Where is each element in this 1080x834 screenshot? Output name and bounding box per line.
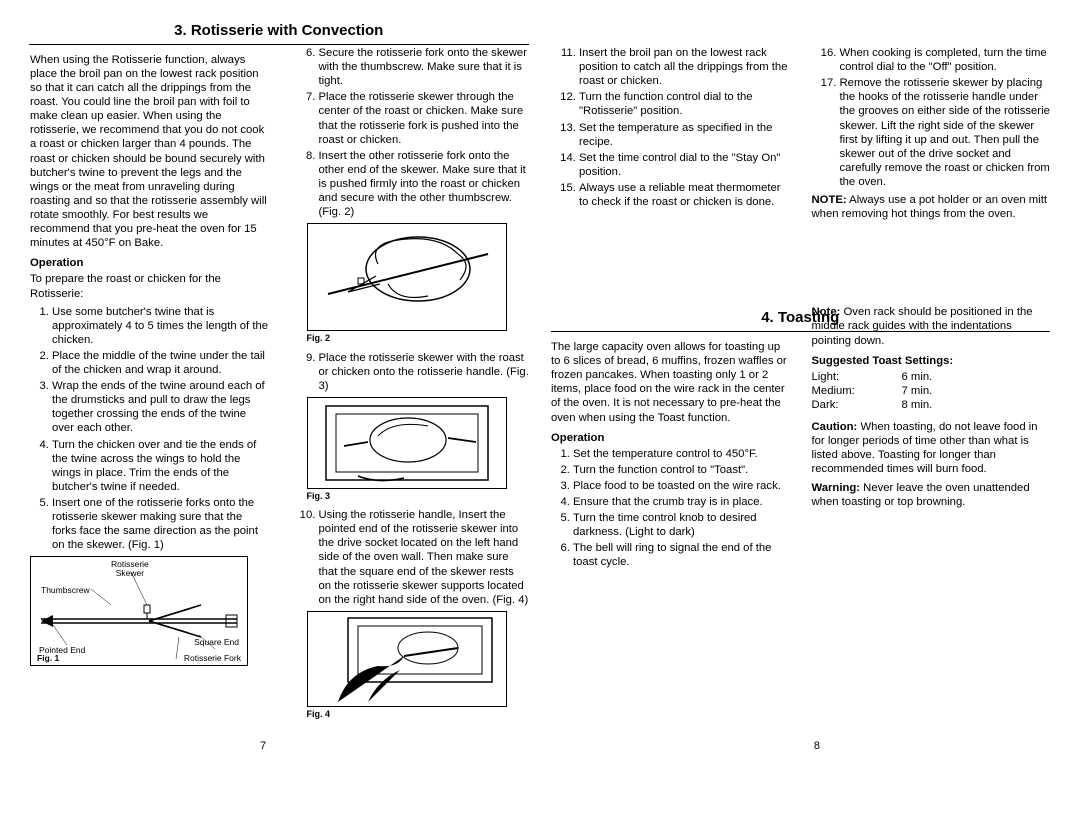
column-2: Secure the rotisserie fork onto the skew… [291,22,530,726]
page-number-right: 8 [814,740,820,754]
toast-label: Medium: [812,384,902,398]
figure-2 [307,223,507,331]
step: Insert one of the rotisserie forks onto … [52,496,269,552]
step: Using the rotisserie handle, Insert the … [319,508,530,607]
step: Place the middle of the twine under the … [52,349,269,377]
page-numbers: 7 8 [0,736,1080,754]
warning-label: Warning: [812,482,861,494]
fig4-caption: Fig. 4 [307,709,530,720]
figure-4-svg [308,612,506,706]
toasting-caution: Caution: When toasting, do not leave foo… [812,420,1051,476]
rotisserie-intro: When using the Rotisserie function, alwa… [30,53,269,251]
step: Place food to be toasted on the wire rac… [573,479,790,493]
step: Insert the other rotisserie fork onto th… [319,149,530,220]
step: Secure the rotisserie fork onto the skew… [319,46,530,88]
step: The bell will ring to signal the end of … [573,541,790,569]
step: Ensure that the crumb tray is in place. [573,495,790,509]
note-label: NOTE: [812,194,847,206]
step: Place the rotisserie skewer with the roa… [319,351,530,393]
toast-labels: Light: Medium: Dark: [812,370,902,412]
toasting-warning: Warning: Never leave the oven unattended… [812,481,1051,509]
label-square: Square End [194,637,239,648]
step: Turn the function control to "Toast". [573,463,790,477]
step: Place the rotisserie skewer through the … [319,90,530,146]
rotisserie-steps-6: Secure the rotisserie fork onto the skew… [291,46,530,219]
fig2-caption: Fig. 2 [307,333,530,344]
rotisserie-steps-1: Use some butcher's twine that is approxi… [30,305,269,553]
page-number-left: 7 [260,740,266,754]
rotisserie-steps-16: When cooking is completed, turn the time… [812,46,1051,189]
suggested-settings-heading: Suggested Toast Settings: [812,354,1051,368]
step: Insert the broil pan on the lowest rack … [579,46,790,88]
note-label: Note: [812,306,841,318]
column-4: When cooking is completed, turn the time… [812,22,1051,726]
toasting-steps: Set the temperature control to 450°F. Tu… [551,447,790,570]
step: Turn the chicken over and tie the ends o… [52,438,269,494]
toasting-operation-heading: Operation [551,431,790,445]
figure-1: RotisserieSkewer Thumbscrew Pointed End … [30,556,248,666]
toast-label: Dark: [812,398,902,412]
rotisserie-note: NOTE: Always use a pot holder or an oven… [812,193,1051,221]
note-text: Always use a pot holder or an oven mitt … [812,194,1047,220]
figure-2-svg [308,224,506,330]
manual-spread: 3. Rotisserie with Convection When using… [0,0,1080,736]
operation-heading: Operation [30,256,269,270]
toast-value: 6 min. [902,370,972,384]
toasting-note: Note: Oven rack should be positioned in … [812,305,1051,347]
rotisserie-steps-10: Using the rotisserie handle, Insert the … [291,508,530,607]
fig3-caption: Fig. 3 [307,491,530,502]
step: Set the temperature control to 450°F. [573,447,790,461]
toast-values: 6 min. 7 min. 8 min. [902,370,972,412]
label-skewer: RotisserieSkewer [111,560,149,578]
figure-4 [307,611,507,707]
toast-settings-table: Light: Medium: Dark: 6 min. 7 min. 8 min… [812,370,1051,412]
fig1-inner-caption: Fig. 1 [37,653,59,664]
note-text: Oven rack should be positioned in the mi… [812,306,1033,346]
step: Wrap the ends of the twine around each o… [52,379,269,435]
column-3: Insert the broil pan on the lowest rack … [551,22,790,726]
step: Turn the function control dial to the "R… [579,90,790,118]
toast-label: Light: [812,370,902,384]
step: Set the time control dial to the "Stay O… [579,151,790,179]
figure-3-svg [308,398,506,488]
step: Remove the rotisserie skewer by placing … [840,76,1051,189]
figure-3 [307,397,507,489]
operation-lead: To prepare the roast or chicken for the … [30,272,269,300]
toasting-intro: The large capacity oven allows for toast… [551,340,790,425]
step: Set the temperature as specified in the … [579,121,790,149]
caution-label: Caution: [812,421,858,433]
toast-value: 8 min. [902,398,972,412]
column-1: 3. Rotisserie with Convection When using… [30,22,269,726]
rotisserie-steps-11: Insert the broil pan on the lowest rack … [551,46,790,209]
step: Use some butcher's twine that is approxi… [52,305,269,347]
step: Always use a reliable meat thermometer t… [579,181,790,209]
step: Turn the time control knob to desired da… [573,511,790,539]
rotisserie-steps-9: Place the rotisserie skewer with the roa… [291,351,530,393]
label-fork: Rotisserie Fork [184,653,241,664]
toast-value: 7 min. [902,384,972,398]
label-thumbscrew: Thumbscrew [41,585,90,596]
step: When cooking is completed, turn the time… [840,46,1051,74]
